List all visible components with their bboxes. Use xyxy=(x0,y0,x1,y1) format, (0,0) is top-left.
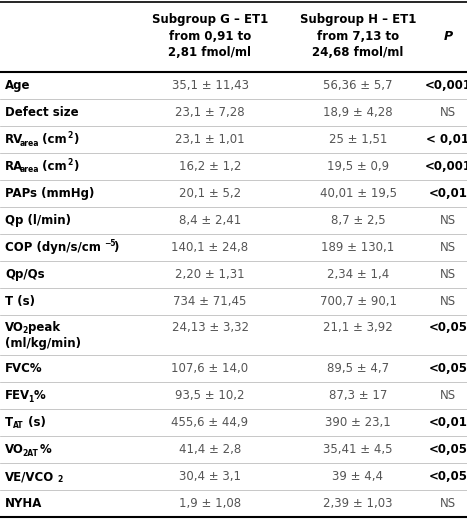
Text: <0,01: <0,01 xyxy=(429,416,467,429)
Text: NS: NS xyxy=(440,214,456,227)
Text: <0,05: <0,05 xyxy=(429,362,467,375)
Text: 89,5 ± 4,7: 89,5 ± 4,7 xyxy=(327,362,389,375)
Text: (cm: (cm xyxy=(38,133,67,146)
Text: Age: Age xyxy=(5,79,30,92)
Text: 2: 2 xyxy=(22,326,27,335)
Text: NS: NS xyxy=(440,106,456,119)
Text: 2: 2 xyxy=(67,131,72,140)
Text: NS: NS xyxy=(440,497,456,510)
Text: T: T xyxy=(5,416,13,429)
Text: < 0,01: < 0,01 xyxy=(426,133,467,146)
Text: Qp/Qs: Qp/Qs xyxy=(5,268,45,281)
Text: VO: VO xyxy=(5,321,24,334)
Text: <0,001: <0,001 xyxy=(425,160,467,173)
Text: 35,1 ± 11,43: 35,1 ± 11,43 xyxy=(171,79,248,92)
Text: RV: RV xyxy=(5,133,23,146)
Text: 40,01 ± 19,5: 40,01 ± 19,5 xyxy=(319,187,396,200)
Text: 2,20 ± 1,31: 2,20 ± 1,31 xyxy=(175,268,245,281)
Text: %: % xyxy=(40,443,52,456)
Text: <0,05: <0,05 xyxy=(429,443,467,456)
Text: 8,4 ± 2,41: 8,4 ± 2,41 xyxy=(179,214,241,227)
Text: Qp (l/min): Qp (l/min) xyxy=(5,214,71,227)
Text: (s): (s) xyxy=(24,416,46,429)
Text: 455,6 ± 44,9: 455,6 ± 44,9 xyxy=(171,416,248,429)
Text: 35,41 ± 4,5: 35,41 ± 4,5 xyxy=(323,443,393,456)
Text: 189 ± 130,1: 189 ± 130,1 xyxy=(321,241,395,254)
Text: NYHA: NYHA xyxy=(5,497,42,510)
Text: Subgroup G – ET1
from 0,91 to
2,81 fmol/ml: Subgroup G – ET1 from 0,91 to 2,81 fmol/… xyxy=(152,14,268,58)
Text: NS: NS xyxy=(440,241,456,254)
Text: NS: NS xyxy=(440,295,456,308)
Text: 2: 2 xyxy=(57,475,62,484)
Text: P: P xyxy=(444,30,453,43)
Text: 8,7 ± 2,5: 8,7 ± 2,5 xyxy=(331,214,385,227)
Text: NS: NS xyxy=(440,268,456,281)
Text: <0,001: <0,001 xyxy=(425,79,467,92)
Text: 390 ± 23,1: 390 ± 23,1 xyxy=(325,416,391,429)
Text: 2,39 ± 1,03: 2,39 ± 1,03 xyxy=(323,497,393,510)
Text: 2: 2 xyxy=(67,158,72,167)
Text: COP (dyn/s/cm: COP (dyn/s/cm xyxy=(5,241,101,254)
Text: NS: NS xyxy=(440,389,456,402)
Text: (cm: (cm xyxy=(38,160,67,173)
Text: 1: 1 xyxy=(28,395,33,404)
Text: Defect size: Defect size xyxy=(5,106,78,119)
Text: ): ) xyxy=(73,133,78,146)
Text: ): ) xyxy=(73,160,78,173)
Text: VE/VCO: VE/VCO xyxy=(5,470,54,483)
Text: 700,7 ± 90,1: 700,7 ± 90,1 xyxy=(319,295,396,308)
Text: 56,36 ± 5,7: 56,36 ± 5,7 xyxy=(323,79,393,92)
Text: peak: peak xyxy=(28,321,60,334)
Text: 30,4 ± 3,1: 30,4 ± 3,1 xyxy=(179,470,241,483)
Text: ): ) xyxy=(113,241,118,254)
Text: area: area xyxy=(20,165,40,174)
Text: 140,1 ± 24,8: 140,1 ± 24,8 xyxy=(171,241,248,254)
Text: 2,34 ± 1,4: 2,34 ± 1,4 xyxy=(327,268,389,281)
Text: 16,2 ± 1,2: 16,2 ± 1,2 xyxy=(179,160,241,173)
Text: (ml/kg/min): (ml/kg/min) xyxy=(5,337,81,350)
Text: AT: AT xyxy=(13,422,24,431)
Text: area: area xyxy=(20,139,40,148)
Text: RA: RA xyxy=(5,160,23,173)
Text: 23,1 ± 7,28: 23,1 ± 7,28 xyxy=(175,106,245,119)
Text: <0,01: <0,01 xyxy=(429,187,467,200)
Text: FVC%: FVC% xyxy=(5,362,42,375)
Text: 1,9 ± 1,08: 1,9 ± 1,08 xyxy=(179,497,241,510)
Text: T (s): T (s) xyxy=(5,295,35,308)
Text: 39 ± 4,4: 39 ± 4,4 xyxy=(333,470,383,483)
Text: 18,9 ± 4,28: 18,9 ± 4,28 xyxy=(323,106,393,119)
Text: 21,1 ± 3,92: 21,1 ± 3,92 xyxy=(323,321,393,334)
Text: −5: −5 xyxy=(104,239,115,248)
Text: FEV: FEV xyxy=(5,389,30,402)
Text: 93,5 ± 10,2: 93,5 ± 10,2 xyxy=(175,389,245,402)
Text: <0,05: <0,05 xyxy=(429,470,467,483)
Text: 41,4 ± 2,8: 41,4 ± 2,8 xyxy=(179,443,241,456)
Text: 107,6 ± 14,0: 107,6 ± 14,0 xyxy=(171,362,248,375)
Text: PAPs (mmHg): PAPs (mmHg) xyxy=(5,187,94,200)
Text: 87,3 ± 17: 87,3 ± 17 xyxy=(329,389,387,402)
Text: VO: VO xyxy=(5,443,24,456)
Text: 24,13 ± 3,32: 24,13 ± 3,32 xyxy=(171,321,248,334)
Text: 25 ± 1,51: 25 ± 1,51 xyxy=(329,133,387,146)
Text: 2AT: 2AT xyxy=(22,448,38,457)
Text: 20,1 ± 5,2: 20,1 ± 5,2 xyxy=(179,187,241,200)
Text: 23,1 ± 1,01: 23,1 ± 1,01 xyxy=(175,133,245,146)
Text: Subgroup H – ET1
from 7,13 to
24,68 fmol/ml: Subgroup H – ET1 from 7,13 to 24,68 fmol… xyxy=(300,14,416,58)
Text: <0,05: <0,05 xyxy=(429,321,467,334)
Text: %: % xyxy=(34,389,46,402)
Text: 734 ± 71,45: 734 ± 71,45 xyxy=(173,295,247,308)
Text: 19,5 ± 0,9: 19,5 ± 0,9 xyxy=(327,160,389,173)
